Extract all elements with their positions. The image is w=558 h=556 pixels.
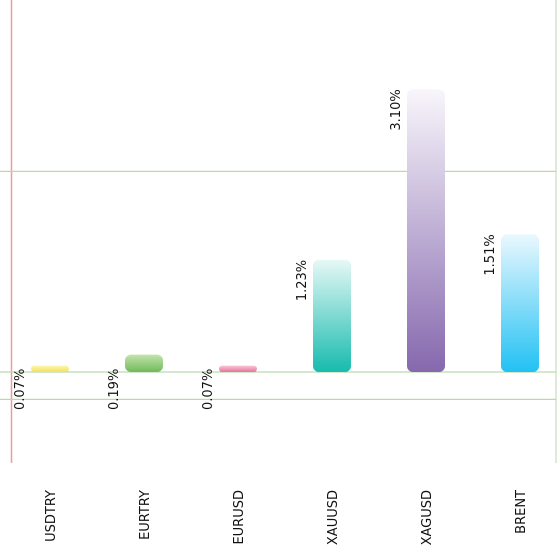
gridlines	[0, 170, 556, 400]
data-label-xauusd: 1.23%	[295, 260, 310, 301]
data-label-xagusd: 3.10%	[389, 89, 404, 130]
data-label-eurusd: 0.07%	[201, 369, 216, 410]
data-labels: 0.07% 0.19% 0.07% 1.23% 3.10% 1.51%	[13, 89, 498, 410]
bars	[31, 89, 539, 372]
bar-xagusd	[407, 89, 445, 372]
bar-xauusd	[313, 259, 351, 372]
x-tick-xauusd: XAUUSD	[326, 490, 341, 545]
x-tick-usdtry: USDTRY	[44, 490, 59, 542]
x-tick-brent: BRENT	[514, 490, 529, 534]
x-tick-labels: USDTRY EURTRY EURUSD XAUUSD XAGUSD BRENT	[44, 490, 529, 545]
x-tick-xagusd: XAGUSD	[420, 490, 435, 545]
bar-brent	[501, 234, 539, 372]
data-label-brent: 1.51%	[483, 234, 498, 275]
data-label-usdtry: 0.07%	[13, 369, 28, 410]
x-tick-eurtry: EURTRY	[138, 490, 153, 540]
bar-usdtry	[31, 365, 69, 372]
bar-eurtry	[125, 354, 163, 372]
x-tick-eurusd: EURUSD	[232, 490, 247, 545]
data-label-eurtry: 0.19%	[107, 369, 122, 410]
bar-eurusd	[219, 365, 257, 372]
